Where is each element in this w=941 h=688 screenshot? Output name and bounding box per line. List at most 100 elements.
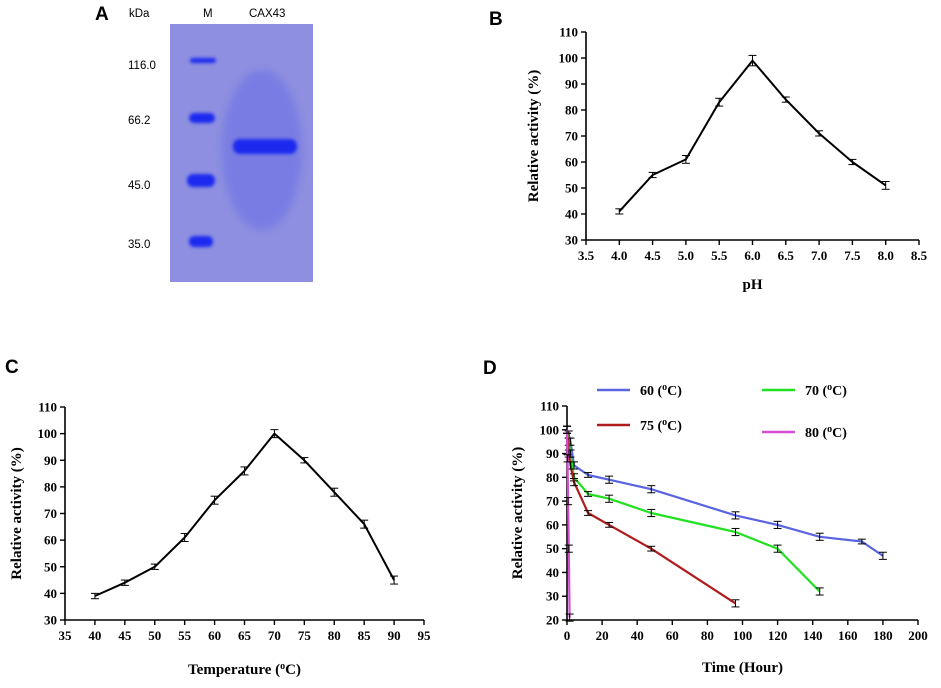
chart-c-xtick-label-65: 65 [238,628,252,643]
chart-d-series-80-c-point-3 [564,544,573,553]
chart-d-legend-60-c-label: 60 (oC) [640,382,682,400]
chart-c-series-activity-point-8 [330,487,339,497]
chart-d-ytick-label-50: 50 [546,541,559,556]
chart-b-xtick-label-4: 4.0 [611,248,627,263]
chart-d-x-axis-title: Time (Hour) [702,660,783,676]
chart-c-y-axis-title: Relative activity (%) [9,447,25,579]
chart-d-series-70-c-point-6 [647,508,656,518]
marker-size-35: 35.0 [128,239,150,251]
chart-b-xtick-label-6-5: 6.5 [778,248,795,263]
chart-b-xtick-label-5-5: 5.5 [711,248,728,263]
chart-c-ytick-label-110: 110 [38,400,57,415]
chart-b-series-activity-line [618,59,887,213]
marker-size-116: 116.0 [128,60,156,72]
chart-ph-activity: 30 40 50 60 70 80 90 100 110 3.5 4.0 4.5 5.0 5.5 6.0 6.… [526,25,928,294]
chart-b-x-axis-title: pH [742,277,762,293]
chart-d-series-80-c-point-2 [564,497,573,506]
chart-c-series-activity-point-5 [240,466,249,476]
chart-d-series-70-c-point-9 [815,587,824,596]
panel-a: A kDa M CAX43 116.0 66.2 45.0 35.0 [95,4,313,282]
chart-c-xtick-label-85: 85 [358,628,372,643]
chart-c-series-activity-point-0 [90,592,99,600]
chart-d-series-60-c-point-7 [731,511,740,520]
chart-d-legend-70-c-label: 70 (oC) [805,382,847,400]
kda-label: kDa [129,8,150,20]
chart-b-xtick-label-5: 5.0 [678,248,694,263]
chart-c-xtick-label-40: 40 [88,628,101,643]
chart-d-series-60-c-point-5 [605,475,614,484]
chart-c-xtick-label-90: 90 [388,628,401,643]
chart-b-ytick-label-50: 50 [565,181,578,196]
chart-c-xtick-label-70: 70 [268,628,281,643]
chart-c-xtick-label-75: 75 [298,628,312,643]
panel-b-letter: B [489,9,503,30]
chart-d-series-75-c-point-4 [584,510,593,516]
chart-b-ytick-label-30: 30 [565,233,578,248]
chart-d-series-60-c-point-10 [857,538,866,545]
chart-c-series-activity-point-6 [270,429,279,439]
chart-d-ytick-label-110: 110 [540,399,559,414]
chart-c-ytick-label-100: 100 [38,426,58,441]
marker-band-45 [187,174,215,187]
chart-c-series-activity-point-1 [120,579,129,586]
panel-c-letter: C [5,357,19,378]
chart-c-series-activity-point-7 [300,457,309,464]
chart-d-xtick-label-140: 140 [803,628,823,643]
chart-b-ytick-label-110: 110 [559,25,578,40]
chart-b-series-activity-point-6 [815,130,824,137]
chart-b-xtick-label-6: 6.0 [744,248,760,263]
chart-d-xtick-label-120: 120 [768,628,788,643]
chart-temperature-activity: 30 40 50 60 70 80 90 100 110 35 40 45 50 55 60 65 70 75 80… [9,400,431,679]
chart-d-ytick-label-90: 90 [546,446,559,461]
chart-d-series-80-c-point-4 [565,613,574,622]
chart-thermostability: 20 30 40 50 60 70 80 90 100 110 0 20 40 60 80 100 120 140… [510,382,928,677]
chart-d-xtick-label-100: 100 [733,628,753,643]
chart-d-ytick-label-60: 60 [546,517,559,532]
chart-b-xtick-label-3-5: 3.5 [578,248,595,263]
chart-d-series-80-c-point-1 [563,454,572,463]
chart-d-ytick-label-70: 70 [546,494,559,509]
chart-c-ytick-label-60: 60 [44,533,57,548]
chart-b-series-activity-point-7 [848,158,857,166]
chart-b-xtick-label-8-5: 8.5 [911,248,928,263]
chart-d-ytick-label-40: 40 [546,565,559,580]
chart-c-ytick-label-80: 80 [44,479,57,494]
chart-d-xtick-label-200: 200 [908,628,928,643]
chart-c-xtick-label-45: 45 [118,628,132,643]
chart-c-ytick-label-30: 30 [44,613,57,628]
chart-b-series-activity-point-4 [748,54,757,67]
chart-b-xtick-label-7-5: 7.5 [844,248,861,263]
chart-c-series-activity-point-2 [150,563,159,570]
gel-bands [187,58,297,247]
chart-d-series-70-c-point-7 [731,527,740,537]
chart-d-series-75-c-point-1 [564,449,573,458]
chart-b-series-activity-point-5 [781,96,790,103]
chart-d-ytick-label-80: 80 [546,470,559,485]
chart-d-series-60-c [563,425,887,560]
chart-c-xtick-label-35: 35 [59,628,73,643]
chart-b-ytick-label-100: 100 [559,51,579,66]
chart-d-series-60-c-point-8 [773,520,782,529]
chart-c-ytick-label-50: 50 [44,559,57,574]
chart-d-xtick-label-180: 180 [873,628,893,643]
panel-a-letter: A [95,4,109,25]
chart-d-xtick-label-160: 160 [838,628,858,643]
chart-d-series-60-c-point-9 [815,532,824,541]
marker-band-116 [190,58,216,63]
chart-c-ytick-label-90: 90 [44,453,57,468]
chart-d-series-70-c-point-4 [584,491,593,497]
marker-band-35 [189,236,213,247]
chart-b-series-activity-point-1 [648,171,657,179]
chart-d-xtick-label-60: 60 [666,628,679,643]
marker-band-66 [189,113,215,123]
chart-b-ytick-label-40: 40 [565,207,578,222]
chart-b-ytick-label-90: 90 [565,77,578,92]
lane-m-label: M [203,8,213,20]
chart-b-series-activity-point-0 [615,208,624,215]
chart-d-ytick-label-20: 20 [546,613,559,628]
chart-c-series-activity-point-9 [360,519,369,529]
chart-b-series-activity-point-3 [715,97,724,107]
chart-c-xtick-label-95: 95 [418,628,432,643]
chart-c-x-axis-title: Temperature (oC) [188,661,301,679]
marker-size-66: 66.2 [128,115,150,127]
